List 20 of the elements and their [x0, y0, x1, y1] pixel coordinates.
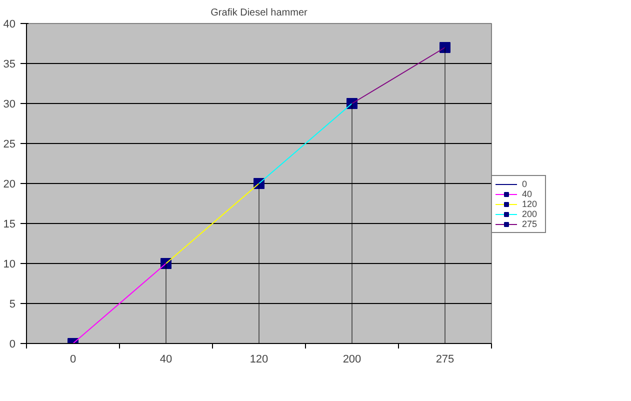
y-tick-label: 15 — [3, 218, 16, 230]
x-tick-label: 40 — [160, 354, 172, 366]
x-tick-label: 0 — [70, 354, 76, 366]
legend-label: 200 — [522, 209, 538, 219]
y-tick-label: 10 — [3, 258, 16, 270]
legend-label: 120 — [522, 199, 538, 209]
chart-title: Grafik Diesel hammer — [210, 8, 308, 18]
x-tick-label: 120 — [250, 354, 268, 366]
y-tick-label: 5 — [9, 298, 16, 310]
x-tick-label: 275 — [436, 354, 454, 366]
y-tick-label: 35 — [3, 58, 16, 70]
y-tick-label: 0 — [9, 338, 16, 350]
x-tick-label: 200 — [342, 354, 362, 366]
legend-label: 0 — [522, 179, 528, 189]
y-tick-label: 30 — [3, 98, 16, 110]
y-tick-label: 40 — [3, 18, 16, 30]
y-tick-label: 20 — [3, 178, 16, 190]
legend-label: 40 — [522, 189, 534, 199]
legend-label: 275 — [522, 219, 538, 229]
y-tick-label: 25 — [3, 138, 16, 150]
